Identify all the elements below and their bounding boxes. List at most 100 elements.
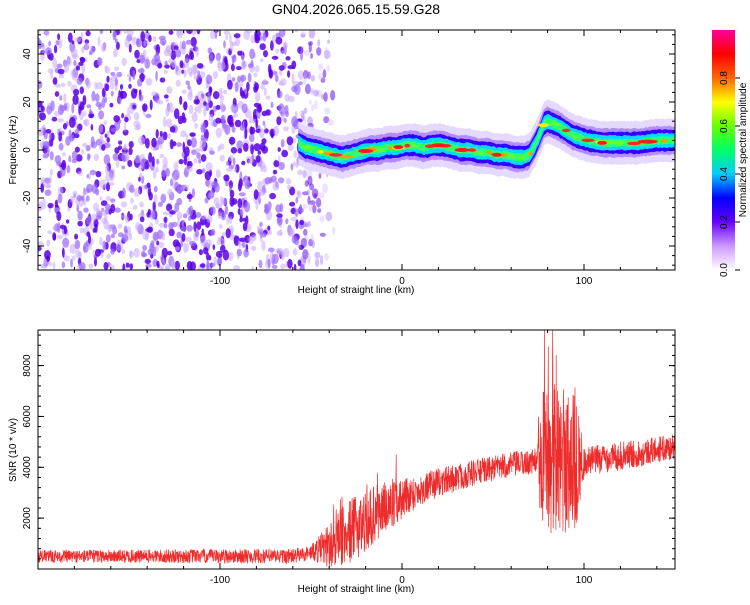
noise-blob	[152, 169, 157, 179]
noise-blob	[233, 33, 241, 39]
noise-blob	[54, 44, 58, 54]
ridge-peak	[454, 148, 470, 152]
noise-blob	[108, 225, 113, 232]
noise-blob	[232, 113, 238, 118]
noise-blob	[200, 154, 207, 162]
noise-blob	[185, 39, 192, 45]
noise-blob	[85, 195, 90, 202]
noise-blob	[38, 216, 42, 221]
noise-blob	[276, 116, 282, 126]
noise-blob	[156, 158, 160, 165]
noise-blob	[219, 154, 225, 162]
noise-blob	[174, 181, 179, 192]
noise-blob	[108, 181, 115, 186]
noise-blob	[38, 246, 42, 252]
noise-blob	[184, 184, 189, 190]
noise-blob	[71, 150, 78, 161]
noise-blob	[265, 109, 271, 116]
noise-blob	[86, 215, 92, 226]
noise-blob	[324, 47, 328, 53]
noise-blob	[141, 250, 146, 258]
noise-blob	[234, 81, 239, 93]
noise-blob	[207, 192, 213, 199]
noise-blob	[302, 117, 307, 126]
noise-blob	[332, 226, 336, 235]
noise-blob	[114, 147, 120, 154]
noise-blob	[247, 72, 252, 83]
noise-blob	[223, 40, 226, 49]
noise-blob	[284, 93, 290, 103]
noise-blob	[76, 194, 83, 202]
noise-blob	[109, 102, 114, 108]
noise-blob	[220, 211, 226, 221]
noise-blob	[293, 263, 297, 270]
noise-blob	[245, 30, 253, 34]
noise-blob	[319, 232, 326, 237]
noise-blob	[300, 50, 303, 61]
noise-blob	[297, 70, 304, 80]
noise-blob	[88, 234, 91, 244]
noise-blob	[290, 216, 298, 222]
ridge-peak	[467, 148, 477, 152]
noise-blob	[133, 247, 140, 258]
noise-blob	[175, 79, 181, 87]
noise-blob	[280, 78, 287, 86]
noise-blob	[239, 74, 246, 82]
noise-blob	[310, 234, 315, 244]
ridge-peak	[537, 123, 550, 127]
noise-blob	[318, 192, 325, 199]
noise-blob	[133, 112, 140, 121]
noise-blob	[203, 109, 207, 117]
noise-blob	[168, 49, 172, 57]
noise-blob	[138, 136, 146, 146]
noise-blob	[82, 95, 87, 106]
noise-blob	[82, 190, 88, 196]
noise-blob	[188, 216, 192, 221]
noise-blob	[135, 222, 141, 232]
noise-blob	[259, 43, 266, 51]
noise-blob	[66, 56, 72, 67]
noise-blob	[88, 242, 93, 250]
noise-blob	[51, 116, 58, 122]
noise-blob	[147, 208, 151, 216]
noise-blob	[143, 49, 147, 57]
noise-blob	[91, 213, 97, 221]
noise-blob	[138, 94, 144, 102]
noise-blob	[187, 91, 193, 101]
noise-blob	[62, 123, 68, 130]
noise-blob	[148, 152, 153, 164]
noise-blob	[280, 113, 285, 121]
noise-blob	[63, 93, 67, 103]
noise-blob	[277, 177, 285, 184]
noise-blob	[175, 48, 182, 58]
noise-blob	[183, 242, 187, 254]
noise-blob	[199, 235, 207, 247]
noise-blob	[102, 240, 107, 251]
spectrogram-x-tick-label: 0	[399, 276, 405, 287]
noise-blob	[277, 247, 284, 255]
noise-blob	[99, 134, 104, 143]
noise-blob	[310, 75, 315, 82]
noise-blob	[176, 142, 182, 148]
noise-blob	[297, 259, 302, 267]
noise-blob	[212, 91, 220, 100]
noise-blob	[315, 197, 322, 208]
noise-blob	[128, 83, 132, 89]
noise-blob	[186, 224, 193, 232]
spectrogram-panel: -100 0 100 -40 -20 0 20 40 Height of straight …	[8, 29, 676, 296]
noise-blob	[126, 30, 134, 38]
noise-blob	[167, 133, 171, 139]
noise-blob	[262, 165, 267, 173]
noise-blob	[323, 116, 330, 124]
noise-blob	[151, 210, 157, 220]
noise-blob	[150, 240, 155, 249]
noise-blob	[52, 225, 59, 230]
noise-blob	[229, 189, 235, 198]
noise-blob	[153, 246, 157, 257]
noise-blob	[127, 106, 130, 116]
noise-blob	[238, 178, 243, 188]
noise-blob	[317, 39, 321, 47]
noise-blob	[206, 252, 210, 261]
noise-blob	[104, 66, 111, 74]
